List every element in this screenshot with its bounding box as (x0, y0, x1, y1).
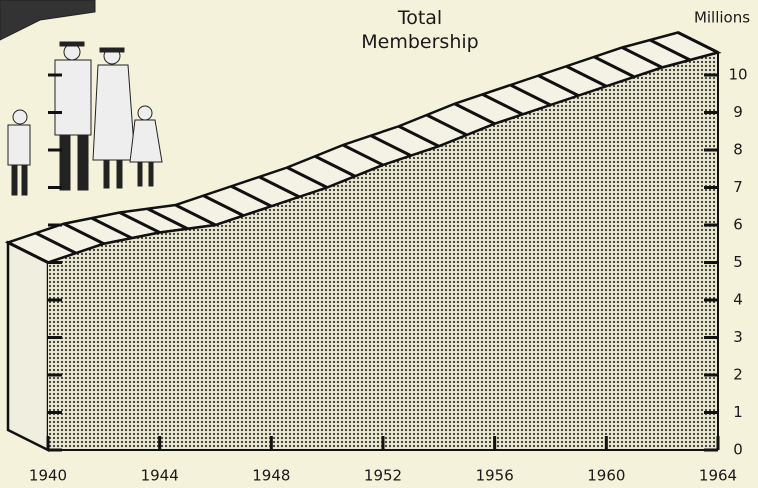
x-tick-label: 1944 (141, 467, 179, 485)
y-tick-label: 1 (733, 403, 743, 421)
side-face (8, 243, 48, 451)
y-axis-label: Millions (694, 9, 750, 27)
chart-title: Total Membership (340, 6, 500, 54)
y-tick-label: 5 (733, 253, 743, 271)
x-tick-label: 1956 (476, 467, 514, 485)
y-tick-label: 6 (733, 216, 743, 234)
x-tick-label: 1948 (252, 467, 290, 485)
y-tick-label: 7 (733, 178, 743, 196)
y-tick-label: 0 (733, 441, 743, 459)
page: Millions 0 1 2 3 4 5 6 7 8 9 10 1940 1944 1948 1952 195… (0, 0, 758, 488)
y-tick-label: 4 (733, 291, 743, 309)
x-tick-label: 1940 (29, 467, 67, 485)
family-illustration (0, 0, 162, 195)
chart: Millions 0 1 2 3 4 5 6 7 8 9 10 1940 1944 1948 1952 195… (0, 0, 758, 488)
y-tick-label: 10 (728, 66, 747, 84)
y-tick-label: 8 (733, 141, 743, 159)
x-tick-label: 1952 (364, 467, 402, 485)
y-tick-label: 9 (733, 103, 743, 121)
x-tick-label: 1964 (699, 467, 737, 485)
y-tick-label: 2 (733, 366, 743, 384)
x-tick-label: 1960 (587, 467, 625, 485)
y-tick-label: 3 (733, 328, 743, 346)
